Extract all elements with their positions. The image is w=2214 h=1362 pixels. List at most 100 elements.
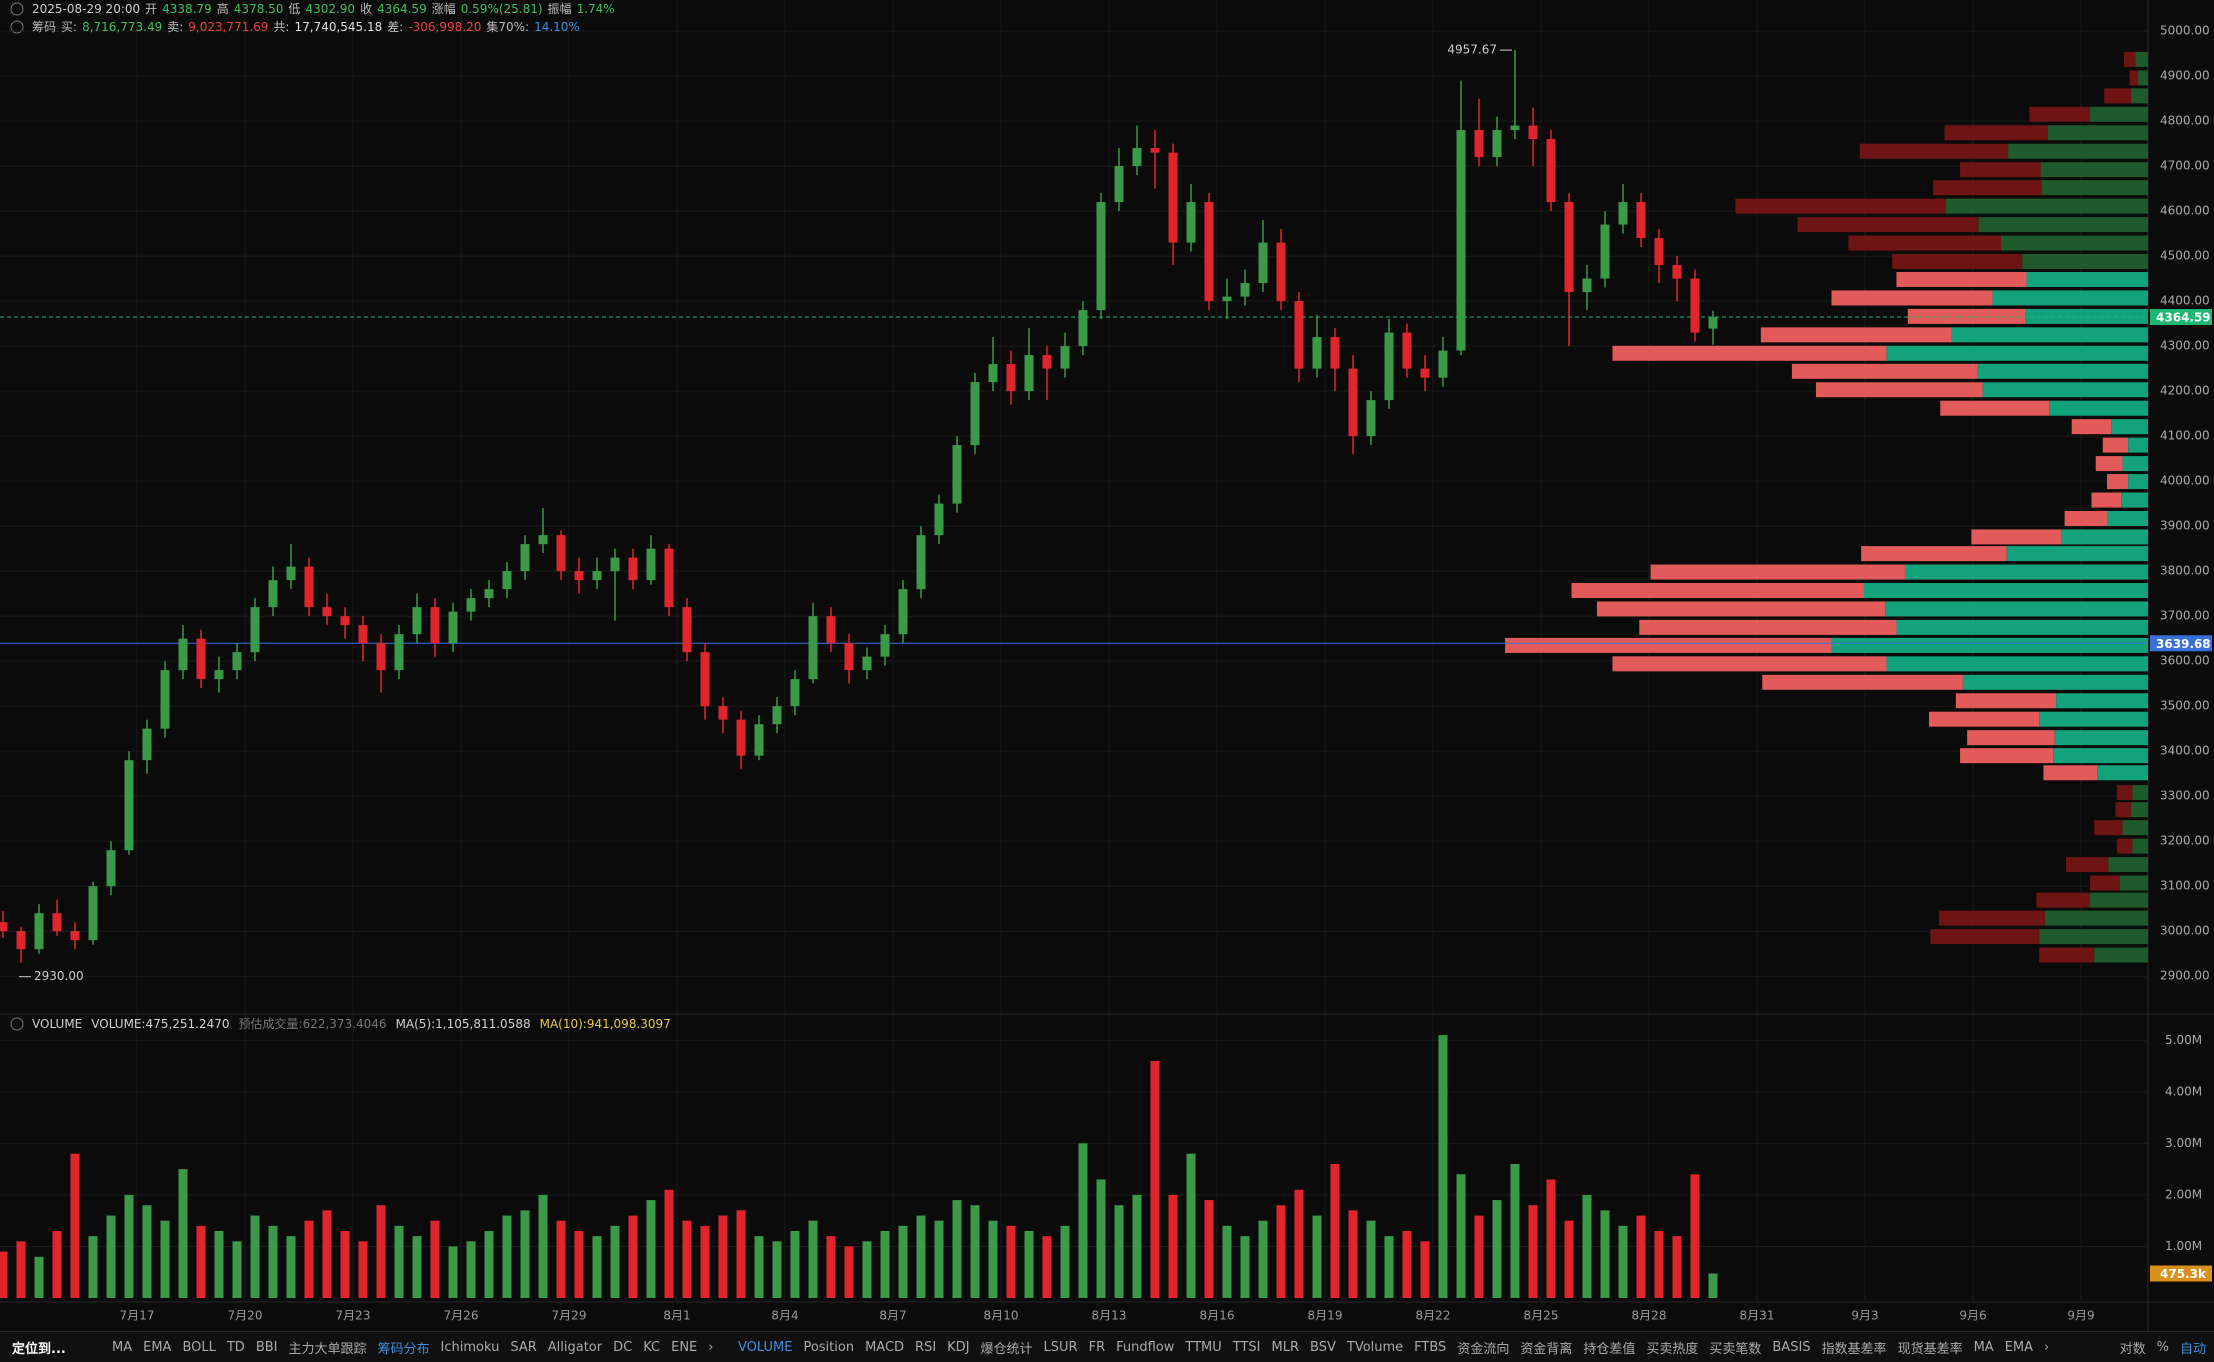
- toolbar-item[interactable]: MACD: [865, 1339, 905, 1355]
- sell-bar: [2064, 510, 2108, 526]
- candle-body: [16, 931, 26, 950]
- toolbar-item[interactable]: TTSI: [1232, 1339, 1261, 1355]
- toolbar-item[interactable]: 对数: [2119, 1341, 2146, 1357]
- toolbar-item[interactable]: 持仓差值: [1583, 1341, 1636, 1357]
- sell-bar: [1735, 198, 1946, 214]
- candle-body: [1438, 350, 1448, 378]
- header-item: 9,023,771.69: [188, 20, 269, 34]
- toolbar-item[interactable]: 指数基差率: [1821, 1341, 1887, 1357]
- toolbar-item[interactable]: BSV: [1310, 1339, 1336, 1355]
- candle-body: [1096, 202, 1106, 311]
- toolbar-item[interactable]: TTMU: [1185, 1339, 1222, 1355]
- buy-bar: [2132, 838, 2148, 854]
- toolbar-item[interactable]: FR: [1088, 1339, 1106, 1355]
- sell-bar: [1797, 217, 1979, 233]
- collapse-icon[interactable]: [10, 20, 24, 34]
- toolbar-item[interactable]: Alligator: [547, 1339, 603, 1355]
- buy-bar: [2135, 51, 2148, 67]
- toolbar-item[interactable]: VOLUME: [738, 1339, 793, 1355]
- header-item: 卖:: [167, 20, 184, 34]
- header-item: 4364.59: [377, 2, 427, 16]
- volume-bar: [628, 1215, 638, 1298]
- volume-bar: [214, 1231, 224, 1298]
- sell-bar: [1944, 125, 2048, 141]
- toolbar-item[interactable]: 买卖笔数: [1709, 1341, 1762, 1357]
- toolbar-item[interactable]: Position: [803, 1339, 855, 1355]
- volume-bar: [1312, 1215, 1322, 1298]
- toolbar-item[interactable]: SAR: [510, 1339, 537, 1355]
- volume-bar: [790, 1231, 800, 1298]
- y-tick-label: 3000.00: [2160, 924, 2210, 938]
- volume-marker-box: [2150, 1265, 2212, 1282]
- y-tick-label: 4400.00: [2160, 294, 2210, 308]
- toolbar-item[interactable]: 买卖热度: [1646, 1341, 1699, 1357]
- x-tick-label: 8月25: [1524, 1309, 1559, 1323]
- candle-body: [0, 922, 8, 932]
- candle-body: [502, 571, 512, 590]
- candle-body: [1492, 130, 1502, 158]
- candle-body: [1114, 166, 1124, 203]
- toolbar-item[interactable]: 自动: [2179, 1341, 2206, 1357]
- toolbar-item[interactable]: TVolume: [1346, 1339, 1404, 1355]
- candle-body: [862, 656, 872, 671]
- volume-bar: [1492, 1200, 1502, 1298]
- toolbar-item[interactable]: Fundflow: [1116, 1339, 1175, 1355]
- toolbar-item[interactable]: MLR: [1271, 1339, 1300, 1355]
- buy-bar: [1863, 582, 2148, 598]
- toolbar-item[interactable]: EMA: [2004, 1339, 2034, 1355]
- toolbar-item[interactable]: ›: [708, 1339, 714, 1355]
- volume-bar: [1438, 1035, 1448, 1298]
- sell-bar: [1571, 582, 1864, 598]
- header-item: 1.74%: [576, 2, 615, 16]
- toolbar-item[interactable]: 资金背离: [1520, 1341, 1573, 1357]
- toolbar-item[interactable]: RSI: [915, 1339, 937, 1355]
- candle-body: [1528, 125, 1538, 140]
- toolbar-item[interactable]: KDJ: [947, 1339, 970, 1355]
- candle-body: [1006, 364, 1016, 392]
- toolbar-item[interactable]: 现货基差率: [1897, 1341, 1963, 1357]
- toolbar-item[interactable]: BASIS: [1772, 1339, 1811, 1355]
- volume-header-item: VOLUME:475,251.2470: [91, 1017, 230, 1031]
- volume-bar: [196, 1225, 206, 1298]
- toolbar-item[interactable]: DC: [613, 1339, 633, 1355]
- toolbar-item[interactable]: KC: [643, 1339, 661, 1355]
- header-item: 涨幅: [431, 2, 456, 16]
- toolbar-item[interactable]: FTBS: [1414, 1339, 1447, 1355]
- buy-bar: [1977, 363, 2148, 379]
- volume-bar: [1042, 1236, 1052, 1298]
- toolbar-item[interactable]: LSUR: [1043, 1339, 1078, 1355]
- toolbar-item[interactable]: ›: [2044, 1339, 2050, 1355]
- volume-bar: [1096, 1179, 1106, 1298]
- toolbar-item[interactable]: BBI: [255, 1339, 278, 1355]
- candle-body: [466, 598, 476, 612]
- collapse-icon[interactable]: [10, 1017, 24, 1031]
- candle-body: [484, 589, 494, 599]
- sell-bar: [2104, 88, 2132, 104]
- toolbar-item[interactable]: MA: [112, 1339, 133, 1355]
- toolbar-item[interactable]: TD: [226, 1339, 245, 1355]
- toolbar-item[interactable]: MA: [1973, 1339, 1994, 1355]
- toolbar-item[interactable]: Ichimoku: [440, 1339, 500, 1355]
- locate-button[interactable]: 定位到...: [12, 1341, 66, 1357]
- collapse-icon[interactable]: [10, 2, 24, 16]
- toolbar-item[interactable]: 主力大单跟踪: [288, 1341, 367, 1357]
- locate[interactable]: 定位到...: [12, 1332, 66, 1362]
- sell-bar: [2066, 857, 2109, 873]
- toolbar-item[interactable]: %: [2156, 1339, 2169, 1355]
- buy-bar: [2128, 474, 2148, 490]
- toolbar-item[interactable]: BOLL: [182, 1339, 216, 1355]
- candle-body: [106, 850, 116, 887]
- volume-bar: [1348, 1210, 1358, 1298]
- candle-body: [1132, 148, 1142, 167]
- toolbar-item[interactable]: 资金流向: [1457, 1341, 1510, 1357]
- toolbar-item[interactable]: 筹码分布: [377, 1341, 430, 1357]
- header-item: 共:: [273, 20, 290, 34]
- toolbar-item[interactable]: 爆仓统计: [980, 1341, 1033, 1357]
- volume-bar: [1564, 1220, 1574, 1298]
- candle-body: [1636, 202, 1646, 239]
- toolbar-item[interactable]: ENE: [671, 1339, 698, 1355]
- toolbar-item[interactable]: EMA: [143, 1339, 172, 1355]
- volume-bar: [412, 1236, 422, 1298]
- candle-body: [628, 557, 638, 581]
